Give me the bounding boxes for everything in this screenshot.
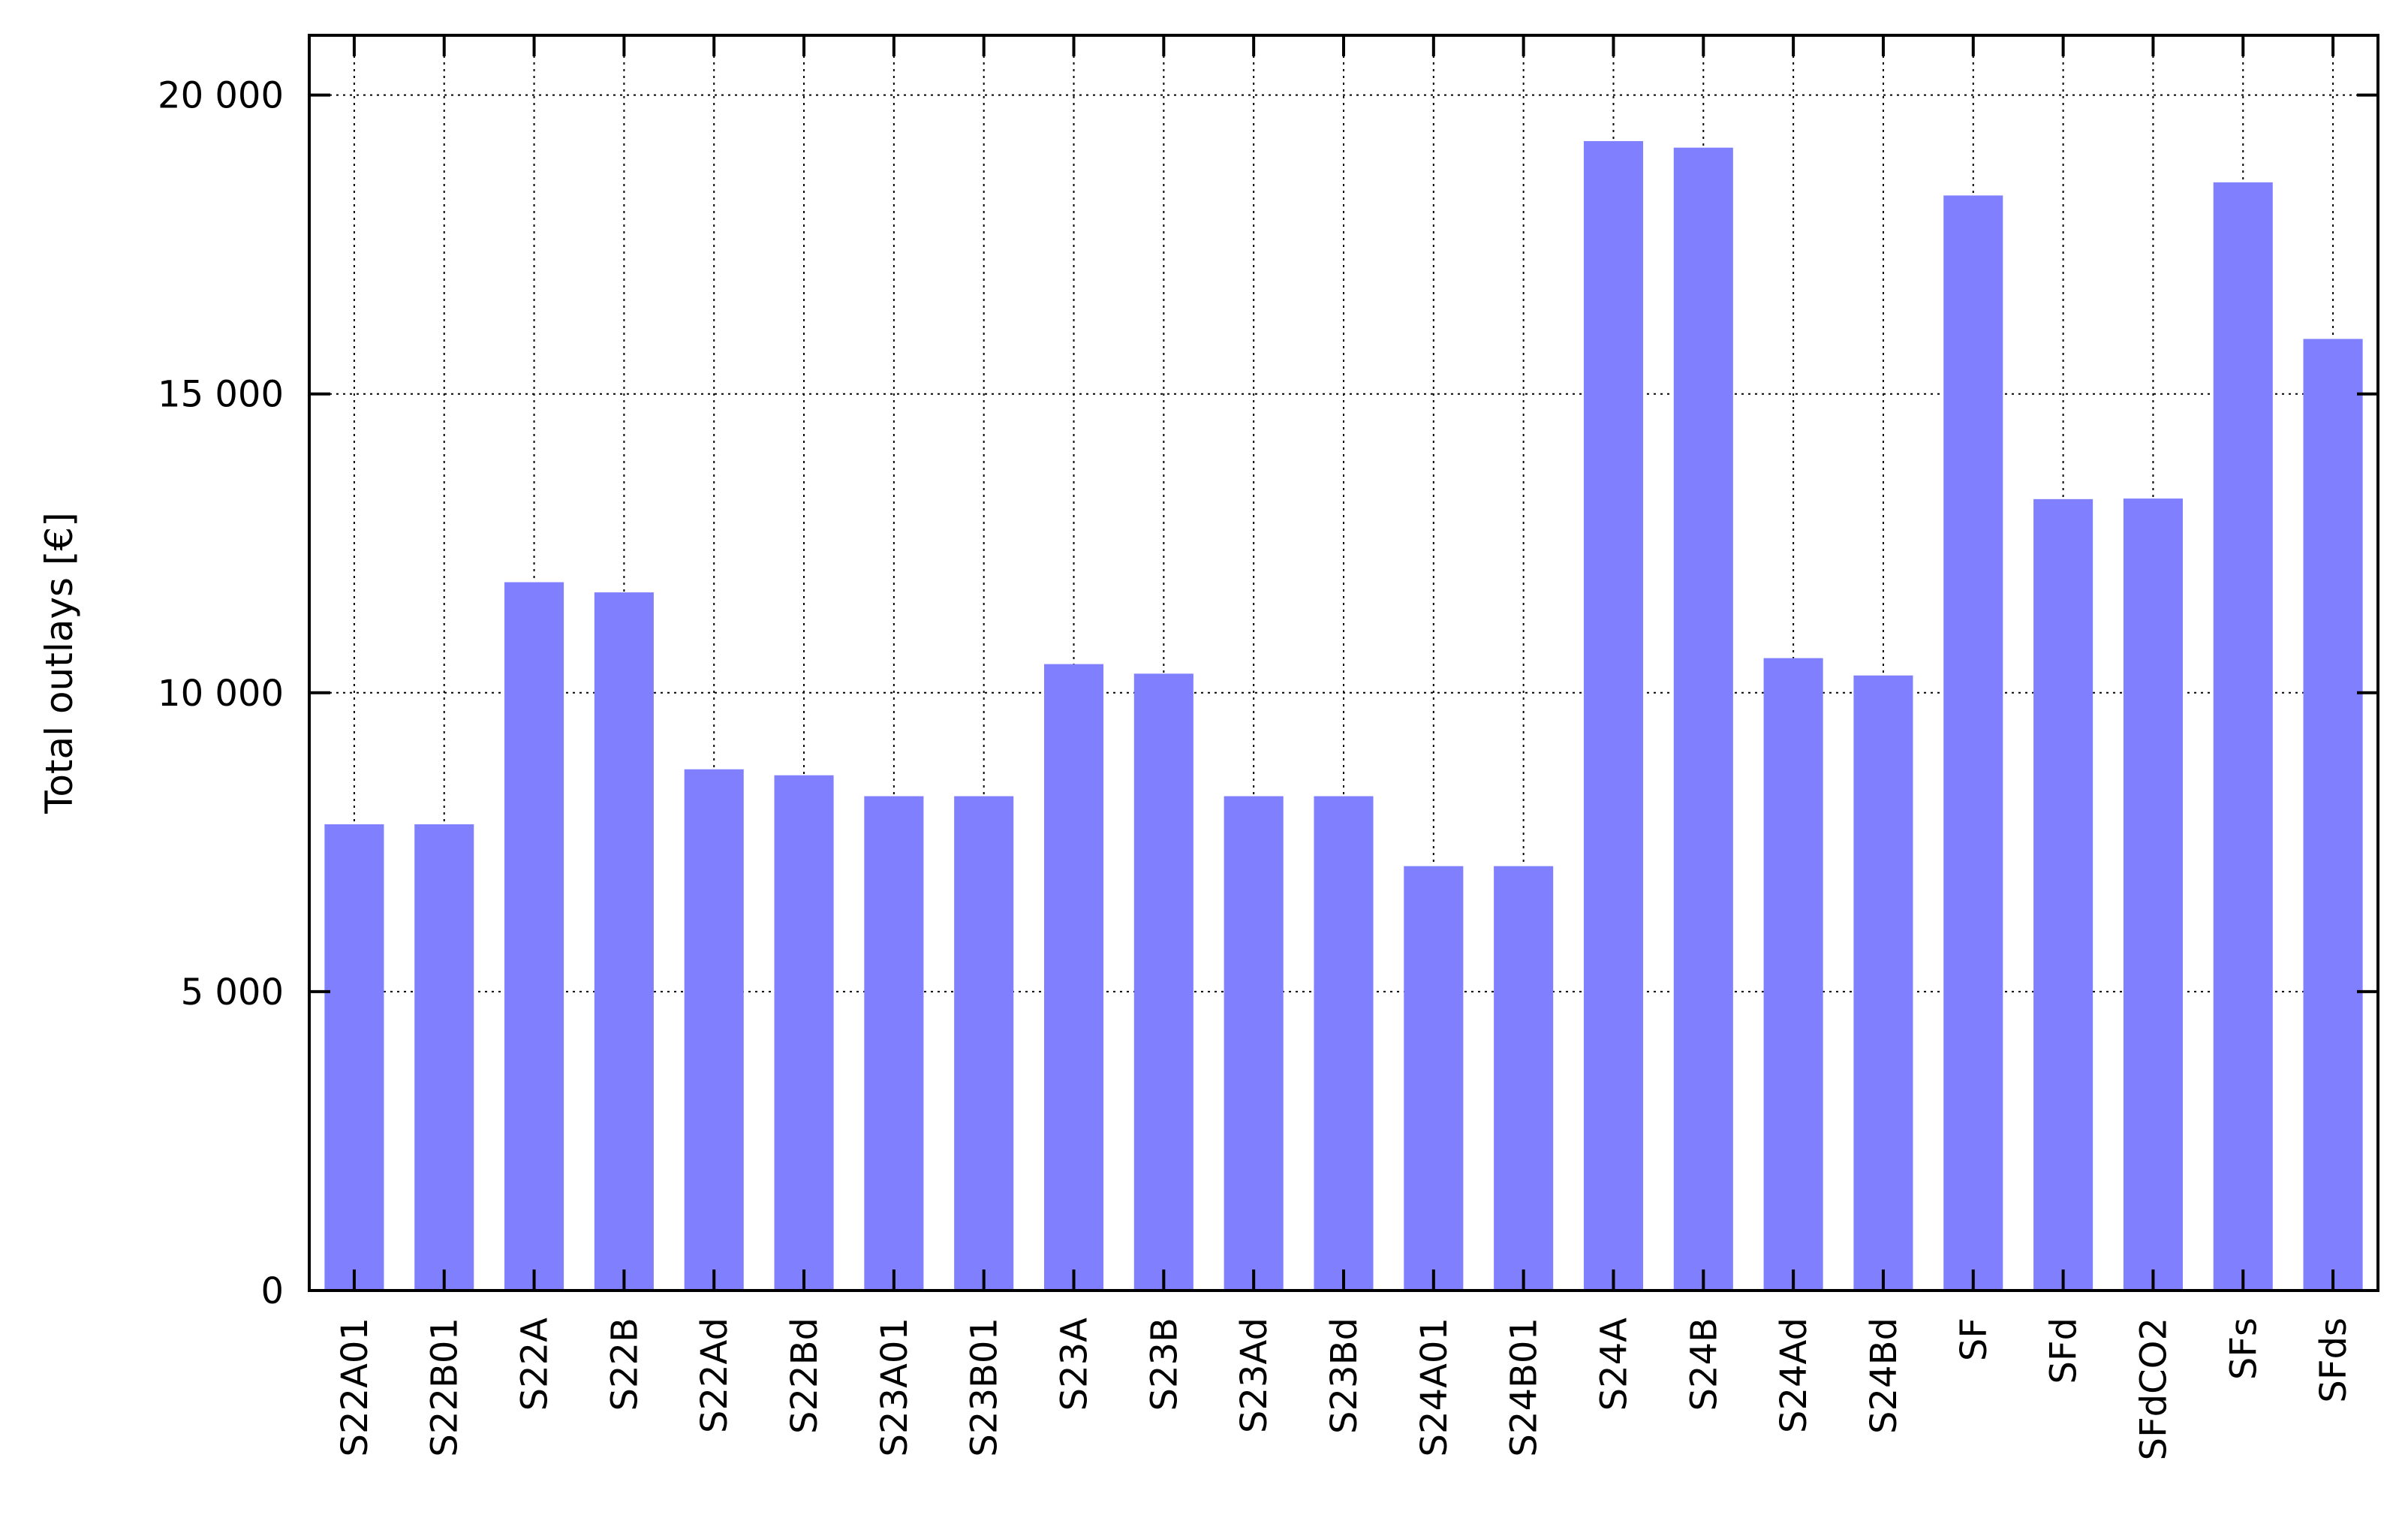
bar-s23bd bbox=[1314, 796, 1374, 1291]
x-category-label: S23A bbox=[1054, 1318, 1096, 1411]
x-category-label: SFds bbox=[2313, 1318, 2355, 1403]
bar-s22a bbox=[504, 582, 564, 1291]
x-category-label: S23A01 bbox=[874, 1318, 916, 1456]
x-category-label: SFs bbox=[2223, 1318, 2265, 1380]
x-ticks bbox=[352, 35, 2335, 1291]
bar-s23a01 bbox=[864, 796, 924, 1291]
bar-sfdco2 bbox=[2123, 498, 2183, 1291]
x-category-label: S22B01 bbox=[424, 1318, 466, 1457]
x-category-label: S22A01 bbox=[334, 1318, 376, 1456]
x-category-label: S24Ad bbox=[1773, 1318, 1815, 1433]
bar-s22bd bbox=[774, 775, 834, 1291]
y-tick-label: 15 000 bbox=[158, 374, 284, 416]
bar-s23b bbox=[1133, 673, 1193, 1291]
bar-s24bd bbox=[1853, 675, 1913, 1291]
x-category-label: S24A bbox=[1593, 1318, 1635, 1411]
x-category-label: S23B01 bbox=[964, 1318, 1006, 1457]
plot-frame bbox=[308, 34, 2379, 1292]
x-category-label: SF bbox=[1953, 1318, 1995, 1361]
x-category-label: SFd bbox=[2043, 1318, 2085, 1384]
y-tick-label: 0 bbox=[260, 1270, 284, 1312]
bar-s23b01 bbox=[954, 796, 1014, 1291]
y-axis-title: Total outlays [€] bbox=[38, 512, 81, 814]
bar-s24a bbox=[1583, 140, 1644, 1291]
y-tick-labels: 0 5 000 10 000 15 000 20 000 bbox=[158, 75, 284, 1312]
x-category-label: S22A bbox=[514, 1318, 556, 1411]
y-tick-label: 20 000 bbox=[158, 75, 284, 117]
bar-sfd bbox=[2033, 498, 2093, 1291]
bar-s22a01 bbox=[324, 824, 384, 1291]
x-category-label: S22Ad bbox=[694, 1318, 736, 1433]
y-gridlines bbox=[309, 94, 2378, 992]
bar-s24b01 bbox=[1494, 866, 1554, 1291]
x-category-label: S22Bd bbox=[784, 1318, 826, 1434]
bar-sf bbox=[1943, 195, 2003, 1291]
x-category-label: S24Bd bbox=[1863, 1318, 1905, 1434]
x-category-label: S24B bbox=[1683, 1318, 1725, 1411]
bars bbox=[324, 140, 2363, 1291]
bar-s23a bbox=[1043, 664, 1104, 1291]
x-category-labels: S22A01 S22B01 S22A S22B S22Ad S22Bd S23A01 S23B… bbox=[334, 1318, 2355, 1461]
x-category-label: S23Ad bbox=[1233, 1318, 1275, 1433]
bar-s24ad bbox=[1763, 658, 1823, 1291]
bar-sfds bbox=[2303, 339, 2363, 1291]
bar-s24a01 bbox=[1404, 866, 1464, 1291]
x-category-label: S22B bbox=[604, 1318, 646, 1411]
x-category-label: S24B01 bbox=[1503, 1318, 1546, 1457]
bar-s24b bbox=[1673, 147, 1733, 1291]
x-category-label: S23Bd bbox=[1323, 1318, 1365, 1434]
bar-s22ad bbox=[684, 769, 744, 1291]
y-tick-label: 10 000 bbox=[158, 673, 284, 715]
bar-sfs bbox=[2213, 182, 2273, 1291]
x-category-label: SFdCO2 bbox=[2133, 1318, 2175, 1460]
bar-s23ad bbox=[1224, 796, 1284, 1291]
x-category-label: S23B bbox=[1143, 1318, 1185, 1411]
bar-s22b01 bbox=[414, 824, 474, 1291]
bar-s22b bbox=[594, 592, 654, 1291]
x-category-label: S24A01 bbox=[1413, 1318, 1455, 1456]
y-tick-label: 5 000 bbox=[181, 971, 284, 1013]
